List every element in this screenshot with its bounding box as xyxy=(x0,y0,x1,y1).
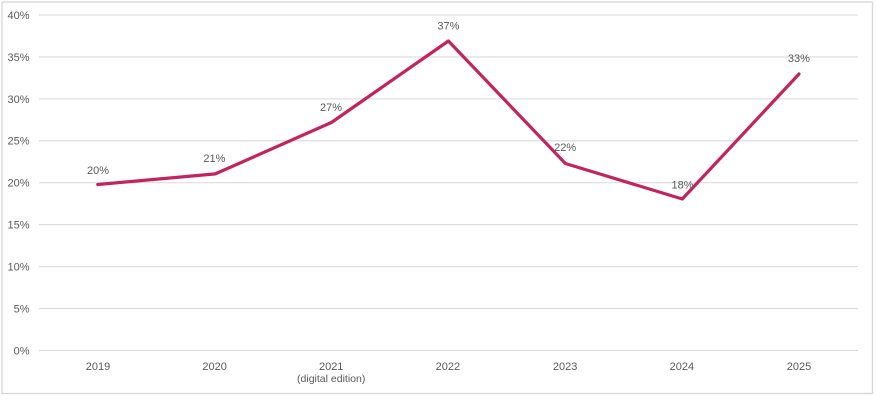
svg-text:18%: 18% xyxy=(671,180,693,192)
svg-text:10%: 10% xyxy=(7,262,29,274)
svg-text:(digital edition): (digital edition) xyxy=(297,373,365,385)
svg-text:2024: 2024 xyxy=(670,361,694,373)
svg-text:2020: 2020 xyxy=(202,361,226,373)
svg-text:35%: 35% xyxy=(7,52,29,64)
svg-text:15%: 15% xyxy=(7,220,29,232)
svg-text:21%: 21% xyxy=(203,153,225,165)
svg-text:2021: 2021 xyxy=(319,361,343,373)
svg-text:0%: 0% xyxy=(14,345,30,357)
svg-text:33%: 33% xyxy=(788,53,810,65)
svg-text:20%: 20% xyxy=(7,178,29,190)
svg-text:2025: 2025 xyxy=(787,361,811,373)
svg-text:20%: 20% xyxy=(87,165,109,177)
svg-text:25%: 25% xyxy=(7,136,29,148)
svg-text:2022: 2022 xyxy=(436,361,460,373)
svg-text:22%: 22% xyxy=(554,142,576,154)
svg-text:30%: 30% xyxy=(7,94,29,106)
svg-text:2019: 2019 xyxy=(86,361,110,373)
svg-text:40%: 40% xyxy=(7,10,29,22)
svg-text:2023: 2023 xyxy=(553,361,577,373)
svg-text:27%: 27% xyxy=(320,102,342,114)
svg-text:37%: 37% xyxy=(437,21,459,33)
svg-text:5%: 5% xyxy=(14,304,30,316)
